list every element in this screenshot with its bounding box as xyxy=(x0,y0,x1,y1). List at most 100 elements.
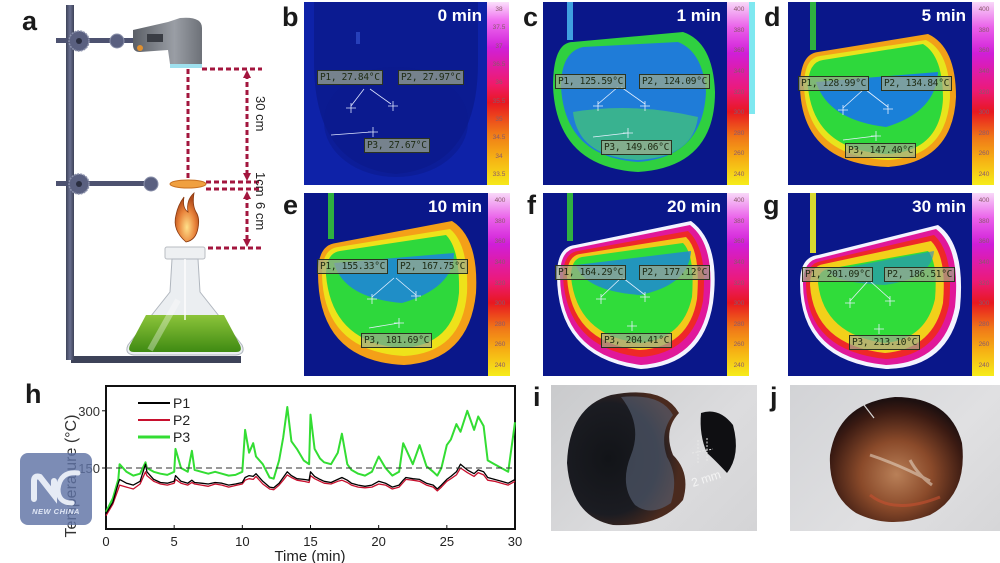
colorbar-e: 400 380 360 340 320 300 280 260 240 xyxy=(488,193,518,376)
colorbar-tick: 380 xyxy=(978,217,990,225)
p3-reading: P3, 27.67°C xyxy=(364,138,430,153)
legend-label-p2: P2 xyxy=(173,412,190,428)
colorbar-tick: 380 xyxy=(733,26,745,34)
colorbar-tick: 280 xyxy=(978,320,990,328)
colorbar-tick: 320 xyxy=(733,88,745,96)
p2-reading: P2, 124.09°C xyxy=(639,74,711,89)
thermal-image-c: P1, 125.59°C P2, 124.09°C P3, 149.06°C 1… xyxy=(543,2,727,185)
colorbar-tick: 380 xyxy=(733,217,745,225)
colorbar-g: 400 380 360 340 320 300 280 260 240 xyxy=(972,193,1000,376)
colorbar-tick: 360 xyxy=(494,238,506,246)
colorbar-tick: 35 xyxy=(495,116,503,123)
x-tick-label: 0 xyxy=(102,534,109,549)
thermal-image-f: P1, 164.29°C P2, 177.12°C P3, 204.41°C 2… xyxy=(543,193,727,376)
colorbar-tick: 300 xyxy=(494,300,506,308)
dimension-lines xyxy=(186,67,262,250)
colorbar-tick: 35.5 xyxy=(492,97,506,105)
new-china-watermark: NEW CHINA xyxy=(20,453,92,525)
x-tick-label: 30 xyxy=(508,534,522,549)
colorbar-tick: 260 xyxy=(978,341,990,349)
colorbar-tick: 240 xyxy=(494,362,506,369)
panel-letter-d: d xyxy=(764,2,781,32)
panel-letter-c: c xyxy=(523,2,539,32)
colorbar-d: 400 380 360 340 320 300 280 260 240 xyxy=(972,2,1000,185)
colorbar-tick: 340 xyxy=(494,258,506,266)
colorbar-tick: 300 xyxy=(978,109,990,117)
colorbar-tick: 280 xyxy=(978,129,990,137)
p3-reading: P3, 147.40°C xyxy=(845,143,917,158)
colorbar-b: 38 37.5 37 36.5 36 35.5 35 34.5 34 33.5 xyxy=(487,2,517,185)
colorbar-tick: 300 xyxy=(733,300,745,308)
colorbar-tick: 260 xyxy=(733,150,745,158)
colorbar-tick: 240 xyxy=(978,171,990,178)
colorbar-tick: 400 xyxy=(978,197,990,204)
colorbar-f: 400 380 360 340 320 300 280 260 240 xyxy=(727,193,757,376)
colorbar-tick: 360 xyxy=(733,47,745,55)
colorbar-tick: 38 xyxy=(495,6,503,13)
colorbar-tick: 400 xyxy=(733,197,745,204)
series-line-p1 xyxy=(105,463,516,515)
colorbar-tick: 280 xyxy=(733,129,745,137)
series-line-p3 xyxy=(105,406,516,513)
colorbar-tick: 36 xyxy=(495,79,503,87)
p1-reading: P1, 155.33°C xyxy=(317,259,389,274)
time-label: 10 min xyxy=(428,197,482,216)
p3-reading: P3, 204.41°C xyxy=(601,333,673,348)
colorbar-tick: 240 xyxy=(733,171,745,178)
x-tick-label: 25 xyxy=(440,534,454,549)
time-label: 20 min xyxy=(667,197,721,216)
photo-i: 2 mm xyxy=(551,385,757,531)
colorbar-tick: 300 xyxy=(978,300,990,308)
dim-label-1cm: 1cm xyxy=(253,172,268,197)
dim-label-6cm: 6 cm xyxy=(253,202,268,230)
panel-letter-a: a xyxy=(22,6,38,36)
x-axis-label: Time (min) xyxy=(274,548,345,563)
p3-reading: P3, 213.10°C xyxy=(849,335,921,350)
thermal-image-d: P1, 128.99°C P2, 134.84°C P3, 147.40°C 5… xyxy=(788,2,972,185)
p2-reading: P2, 134.84°C xyxy=(881,76,953,91)
colorbar-tick: 380 xyxy=(978,26,990,34)
panel-letter-e: e xyxy=(283,190,299,220)
p1-reading: P1, 201.09°C xyxy=(802,267,874,282)
colorbar-tick: 37 xyxy=(495,42,503,50)
time-label: 1 min xyxy=(676,6,721,25)
colorbar-tick: 34 xyxy=(495,152,503,160)
panel-letter-h: h xyxy=(25,379,42,409)
x-tick-label: 15 xyxy=(303,534,317,549)
colorbar-tick: 33.5 xyxy=(492,171,506,178)
sample-disc xyxy=(169,179,207,189)
x-tick-label: 20 xyxy=(371,534,385,549)
dim-label-30cm: 30 cm xyxy=(253,96,268,131)
time-label: 30 min xyxy=(912,197,966,216)
legend-label-p3: P3 xyxy=(173,429,190,445)
colorbar-tick: 240 xyxy=(733,362,745,369)
p3-reading: P3, 181.69°C xyxy=(361,333,433,348)
thermal-image-b: P1, 27.84°C P2, 27.97°C P3, 27.67°C 0 mi… xyxy=(304,2,488,185)
colorbar-tick: 340 xyxy=(978,258,990,266)
broken-fragment xyxy=(700,411,736,473)
colorbar-tick: 400 xyxy=(978,6,990,13)
time-label: 0 min xyxy=(437,6,482,25)
panel-letter-i: i xyxy=(533,382,541,412)
colorbar-tick: 37.5 xyxy=(492,24,506,32)
p2-reading: P2, 186.51°C xyxy=(884,267,956,282)
retort-stand-icon xyxy=(56,5,241,363)
colorbar-tick: 280 xyxy=(494,320,506,328)
colorbar-c: 400 380 360 340 320 300 280 260 240 xyxy=(727,2,757,185)
photo-j xyxy=(790,385,1000,531)
time-label: 5 min xyxy=(921,6,966,25)
colorbar-tick: 240 xyxy=(978,362,990,369)
new-china-logo-icon xyxy=(31,470,81,506)
y-tick-label: 300 xyxy=(78,404,100,419)
x-tick-label: 5 xyxy=(171,534,178,549)
colorbar-tick: 340 xyxy=(733,67,745,75)
plot-frame xyxy=(105,385,516,530)
flame-icon xyxy=(174,191,200,243)
colorbar-tick: 340 xyxy=(978,67,990,75)
alcohol-lamp-icon xyxy=(126,246,244,356)
p1-reading: P1, 128.99°C xyxy=(798,76,870,91)
thermal-image-g: P1, 201.09°C P2, 186.51°C P3, 213.10°C 3… xyxy=(788,193,972,376)
legend-label-p1: P1 xyxy=(173,395,190,411)
p1-reading: P1, 125.59°C xyxy=(555,74,627,89)
